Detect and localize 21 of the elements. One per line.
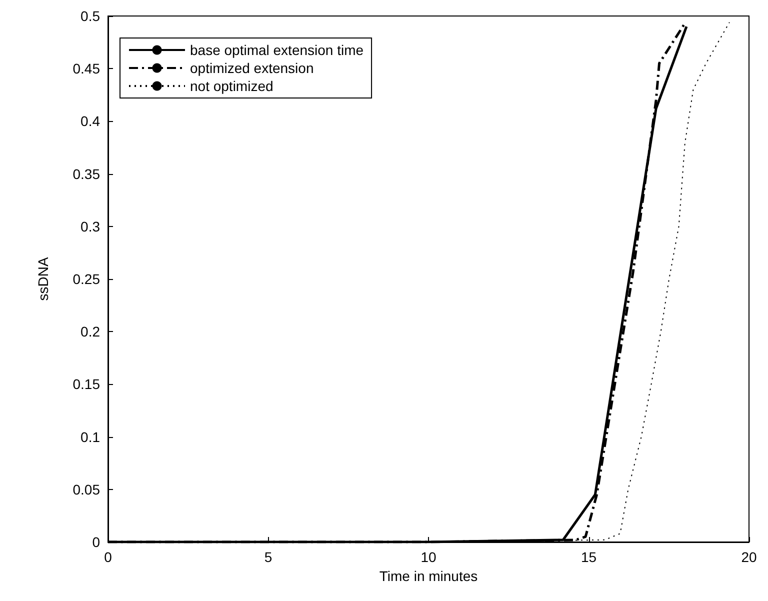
y-axis-title: ssDNA — [35, 256, 51, 301]
y-tick-label: 0.4 — [80, 113, 100, 130]
x-tick-label: 10 — [420, 549, 436, 565]
y-tick-label: 0.2 — [80, 324, 100, 340]
x-axis-title: Time in minutes — [379, 568, 478, 584]
y-tick-label: 0.05 — [72, 481, 100, 498]
y-tick-label: 0.15 — [72, 376, 100, 392]
y-tick-label: 0.3 — [80, 218, 100, 234]
y-tick-label: 0.25 — [72, 271, 100, 287]
x-tick-label: 0 — [104, 549, 112, 565]
y-tick-label: 0.5 — [80, 8, 100, 24]
y-tick-label: 0 — [92, 534, 100, 550]
y-tick-label: 0.1 — [80, 428, 100, 445]
y-tick-label: 0.35 — [72, 166, 100, 182]
x-tick-label: 5 — [264, 549, 272, 565]
legend-label: optimized extension — [190, 60, 314, 76]
legend-label: base optimal extension time — [190, 42, 364, 58]
x-tick-label: 20 — [741, 549, 757, 565]
legend-label: not optimized — [190, 78, 274, 94]
x-tick-label: 15 — [580, 549, 597, 565]
y-tick-label: 0.45 — [72, 60, 100, 77]
